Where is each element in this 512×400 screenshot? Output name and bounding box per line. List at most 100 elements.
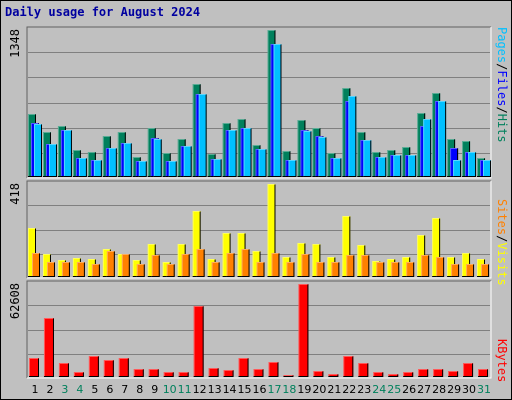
visits-bar (252, 251, 261, 277)
kbytes-bar (118, 358, 129, 377)
kbytes-bar (313, 371, 324, 377)
kbytes-bar (448, 371, 459, 377)
sites-bar (226, 253, 235, 277)
pages-bar (318, 137, 327, 177)
pages-bar (153, 139, 162, 177)
sites-bar (211, 262, 220, 277)
kbytes-bar (223, 370, 234, 377)
legend-files: Files (495, 70, 509, 106)
day-label: 3 (61, 383, 68, 396)
day-label: 19 (297, 383, 311, 396)
pages-bar (123, 143, 132, 177)
sites-bar (376, 262, 385, 277)
visits-bar (192, 211, 201, 277)
sites-bar (151, 255, 160, 277)
sites-bar (391, 262, 400, 277)
legend-kbytes: KBytes (495, 339, 509, 382)
kbytes-bar (163, 372, 174, 377)
pages-bar (243, 128, 252, 177)
day-label: 27 (417, 383, 431, 396)
sites-bar (481, 264, 490, 277)
day-label: 9 (151, 383, 158, 396)
pages-bar (363, 140, 372, 177)
sites-bar (76, 262, 85, 277)
pages-bar (378, 157, 387, 177)
pages-bar (63, 130, 72, 177)
sites-bar (256, 262, 265, 277)
pages-bar (423, 119, 432, 177)
pages-bar (93, 160, 102, 177)
visits-bar (432, 218, 441, 277)
day-label: 21 (327, 383, 341, 396)
kbytes-bar (238, 358, 249, 377)
kbytes-bar (73, 372, 84, 377)
kbytes-legend: KBytes (495, 339, 509, 382)
kbytes-bar (418, 369, 429, 377)
kbytes-bar (193, 306, 204, 377)
visits-bar (267, 184, 276, 277)
pages-bar (183, 146, 192, 177)
day-label: 6 (106, 383, 113, 396)
day-label: 18 (282, 383, 296, 396)
pages-bar (108, 148, 117, 177)
legend-visits: Visits (495, 242, 509, 285)
sites-bar (421, 255, 430, 277)
day-label: 4 (76, 383, 83, 396)
visits-bar (342, 216, 351, 277)
day-label: 23 (357, 383, 371, 396)
visits-bar (28, 228, 36, 277)
sites-bar (61, 262, 70, 277)
legend-pages: Pages (495, 27, 509, 63)
pages-bar (438, 101, 447, 177)
day-label: 30 (462, 383, 476, 396)
sites-bar (196, 249, 205, 277)
kbytes-bar (29, 358, 39, 377)
sites-bar (451, 264, 460, 277)
day-label: 25 (387, 383, 401, 396)
day-label: 8 (136, 383, 143, 396)
day-label: 15 (238, 383, 252, 396)
legend-separator: / (495, 63, 509, 70)
pages-bar (34, 124, 42, 177)
kbytes-bar (463, 363, 474, 377)
day-label: 7 (121, 383, 128, 396)
day-label: 16 (253, 383, 267, 396)
pages-bar (483, 160, 492, 177)
kbytes-bar (148, 369, 159, 377)
sites-bar (331, 262, 340, 277)
pages-bar (453, 160, 462, 177)
sites-bar (346, 255, 355, 277)
sites-bar (46, 262, 55, 277)
sites-bar (136, 264, 145, 277)
sites-bar (301, 254, 310, 277)
kbytes-bar (208, 368, 219, 377)
sites-bar (181, 254, 190, 277)
pages-bar (393, 155, 402, 177)
kbytes-bar (388, 374, 399, 377)
kbytes-bar (88, 356, 99, 377)
sites-bar (286, 262, 295, 277)
day-label: 2 (46, 383, 53, 396)
kbytes-bar (178, 372, 189, 377)
pages-bar (303, 131, 312, 177)
kbytes-bar (358, 363, 369, 377)
sites-bar (271, 253, 280, 277)
legend-sites: Sites (495, 199, 509, 235)
kbytes-bar (133, 369, 144, 377)
chart-title: Daily usage for August 2024 (5, 5, 201, 19)
pages-bar (273, 44, 282, 177)
day-label: 31 (477, 383, 491, 396)
day-label: 10 (163, 383, 177, 396)
day-label: 24 (372, 383, 386, 396)
pages-bar (228, 130, 237, 177)
pages-bar (168, 161, 177, 177)
visits-bar (312, 244, 321, 277)
visits-sites-legend: Sites/Visits (495, 199, 509, 286)
pages-bar (198, 94, 207, 177)
sites-bar (166, 264, 175, 277)
kbytes-bar (103, 360, 114, 377)
pages-bar (408, 155, 417, 177)
day-label: 28 (432, 383, 446, 396)
